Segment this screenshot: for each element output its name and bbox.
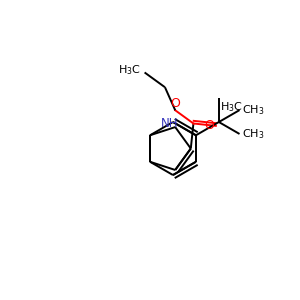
Text: NH: NH bbox=[161, 117, 179, 130]
Text: H$_3$C: H$_3$C bbox=[220, 100, 243, 114]
Text: H$_3$C: H$_3$C bbox=[118, 63, 141, 77]
Text: O: O bbox=[204, 119, 214, 132]
Text: O: O bbox=[170, 97, 180, 110]
Text: CH$_3$: CH$_3$ bbox=[242, 103, 265, 117]
Text: CH$_3$: CH$_3$ bbox=[242, 127, 265, 141]
